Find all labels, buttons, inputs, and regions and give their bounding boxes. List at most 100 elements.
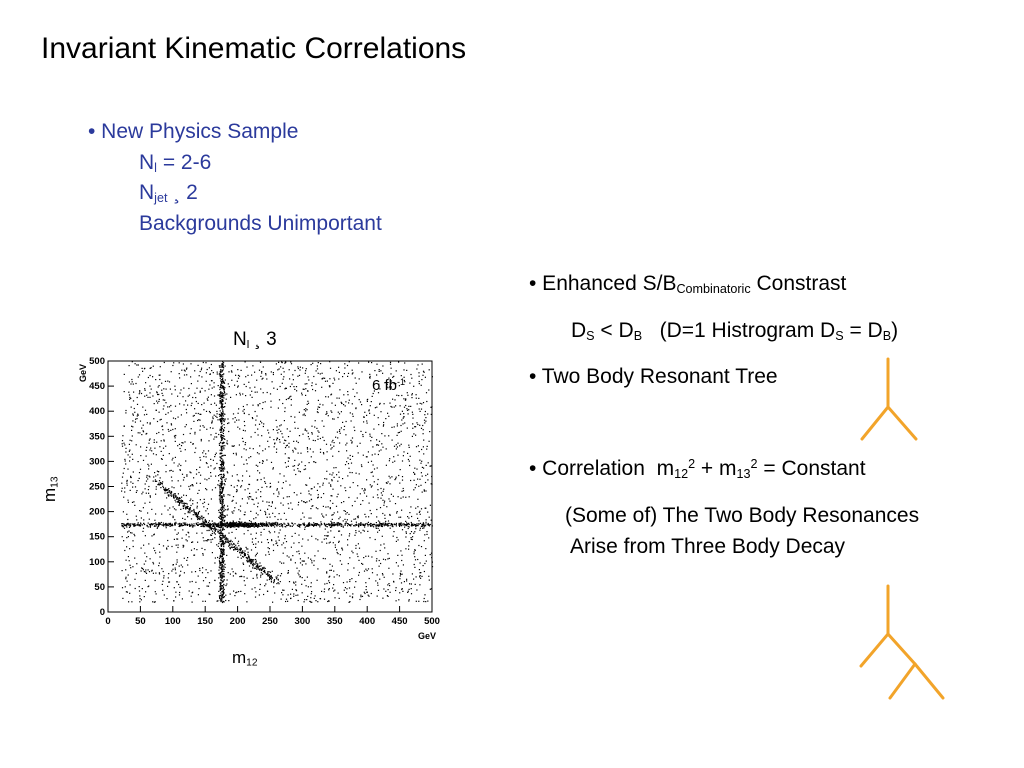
scatter-point (224, 479, 226, 481)
scatter-point (343, 425, 346, 427)
scatter-point (212, 530, 214, 532)
scatter-point (310, 593, 312, 595)
scatter-point (261, 422, 263, 424)
scatter-point (201, 522, 203, 524)
scatter-point (220, 578, 222, 581)
scatter-point (254, 391, 256, 393)
scatter-point (200, 525, 202, 527)
scatter-point (220, 415, 222, 417)
scatter-point (259, 569, 261, 571)
scatter-point (285, 466, 287, 468)
scatter-point (378, 370, 380, 372)
scatter-point (189, 488, 191, 490)
scatter-point (222, 380, 224, 382)
scatter-point (423, 540, 425, 542)
scatter-point (174, 519, 176, 521)
scatter-point (244, 553, 246, 555)
scatter-point (367, 451, 369, 453)
scatter-point (376, 524, 378, 526)
scatter-point (402, 496, 404, 498)
scatter-point (425, 560, 427, 562)
scatter-point (191, 523, 193, 525)
scatter-point (358, 547, 361, 549)
scatter-point (251, 558, 253, 561)
scatter-point (366, 422, 368, 424)
scatter-point (334, 597, 336, 599)
scatter-point (344, 510, 346, 512)
scatter-point (426, 445, 428, 447)
scatter-point (210, 472, 212, 474)
scatter-point (377, 478, 379, 481)
scatter-point (421, 466, 423, 468)
scatter-point (222, 502, 224, 504)
scatter-point (329, 507, 331, 509)
scatter-point (405, 548, 407, 550)
scatter-point (161, 583, 163, 585)
scatter-point (415, 446, 418, 448)
scatter-point (283, 420, 285, 422)
scatter-point (348, 601, 350, 603)
scatter-point (213, 532, 215, 534)
scatter-point (349, 601, 351, 603)
scatter-point (308, 379, 310, 381)
scatter-point (398, 524, 400, 526)
scatter-point (232, 512, 234, 514)
scatter-point (423, 453, 425, 455)
scatter-point (190, 510, 193, 512)
scatter-point (266, 391, 268, 394)
scatter-point (239, 524, 241, 526)
scatter-point (181, 537, 183, 539)
scatter-point (220, 419, 222, 421)
scatter-point (229, 541, 231, 543)
scatter-point (220, 435, 222, 437)
scatter-point (139, 420, 142, 422)
scatter-point (239, 551, 241, 553)
scatter-point (401, 529, 404, 531)
scatter-point (392, 535, 394, 537)
scatter-point (267, 522, 269, 524)
scatter-point (281, 592, 283, 594)
scatter-point (222, 474, 224, 476)
scatter-point (414, 556, 416, 558)
scatter-point (239, 524, 241, 526)
scatter-point (329, 500, 331, 502)
scatter-point (287, 570, 289, 572)
scatter-point (383, 576, 385, 578)
scatter-point (291, 522, 294, 524)
scatter-point (222, 586, 224, 589)
scatter-point (171, 393, 173, 395)
scatter-point (316, 523, 318, 526)
scatter-point (165, 388, 167, 390)
scatter-point (158, 400, 160, 402)
scatter-point (270, 406, 272, 408)
scatter-point (396, 446, 398, 448)
scatter-point (350, 420, 352, 422)
scatter-point (282, 589, 284, 591)
scatter-point (399, 578, 401, 580)
scatter-point (131, 378, 133, 381)
scatter-point (250, 436, 252, 438)
scatter-point (147, 376, 149, 379)
scatter-point (218, 509, 220, 511)
scatter-point (258, 594, 260, 596)
scatter-point (265, 373, 267, 375)
scatter-point (269, 393, 272, 395)
scatter-point (225, 478, 227, 480)
scatter-point (227, 524, 229, 526)
scatter-point (202, 600, 204, 602)
scatter-point (416, 468, 418, 470)
scatter-point (333, 377, 335, 379)
scatter-point (276, 439, 278, 441)
scatter-point (218, 413, 220, 415)
scatter-point (310, 601, 312, 603)
scatter-point (382, 490, 384, 492)
scatter-point (222, 361, 224, 363)
scatter-point (420, 525, 422, 528)
scatter-point (406, 409, 409, 411)
scatter-point (392, 376, 394, 378)
scatter-point (248, 560, 250, 562)
scatter-point (284, 547, 286, 549)
scatter-point (345, 513, 347, 515)
scatter-point (139, 468, 142, 470)
scatter-point (356, 497, 358, 499)
